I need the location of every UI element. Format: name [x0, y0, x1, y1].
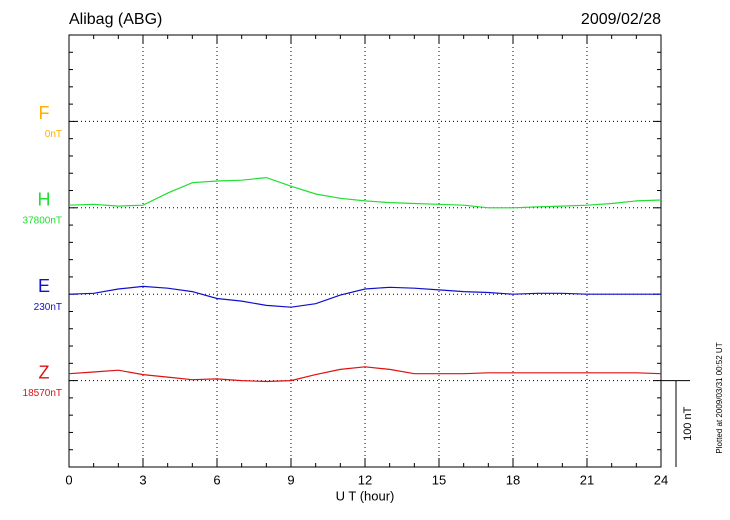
- x-tick-label: 21: [580, 472, 594, 487]
- baseline-label: 18570nT: [23, 388, 62, 399]
- x-tick-label: 18: [506, 472, 520, 487]
- x-tick-label: 6: [213, 472, 220, 487]
- series-line: [68, 176, 662, 209]
- x-axis-label: U T (hour): [336, 488, 395, 503]
- series-name: E: [38, 276, 50, 296]
- x-tick-label: 0: [65, 472, 72, 487]
- x-tick-label: 3: [139, 472, 146, 487]
- scale-bar-label: 100 nT: [682, 406, 694, 441]
- x-tick-label: 15: [432, 472, 446, 487]
- footer: Plotted at 2009/03/31 00:52 UT: [715, 342, 724, 453]
- series-name: H: [38, 190, 51, 210]
- x-tick-label: 24: [654, 472, 668, 487]
- baseline-label: 0nT: [45, 129, 62, 140]
- series-name: Z: [39, 362, 50, 382]
- chart-title: Alibag (ABG): [69, 11, 162, 28]
- x-tick-label: 12: [358, 472, 372, 487]
- x-tick-label: 9: [287, 472, 294, 487]
- series-name: F: [39, 103, 50, 123]
- baseline-label: 37800nT: [23, 215, 62, 226]
- series-line: [68, 366, 662, 383]
- baseline-label: 230nT: [34, 302, 62, 313]
- chart-date: 2009/02/28: [581, 11, 661, 28]
- series-line: [68, 285, 661, 308]
